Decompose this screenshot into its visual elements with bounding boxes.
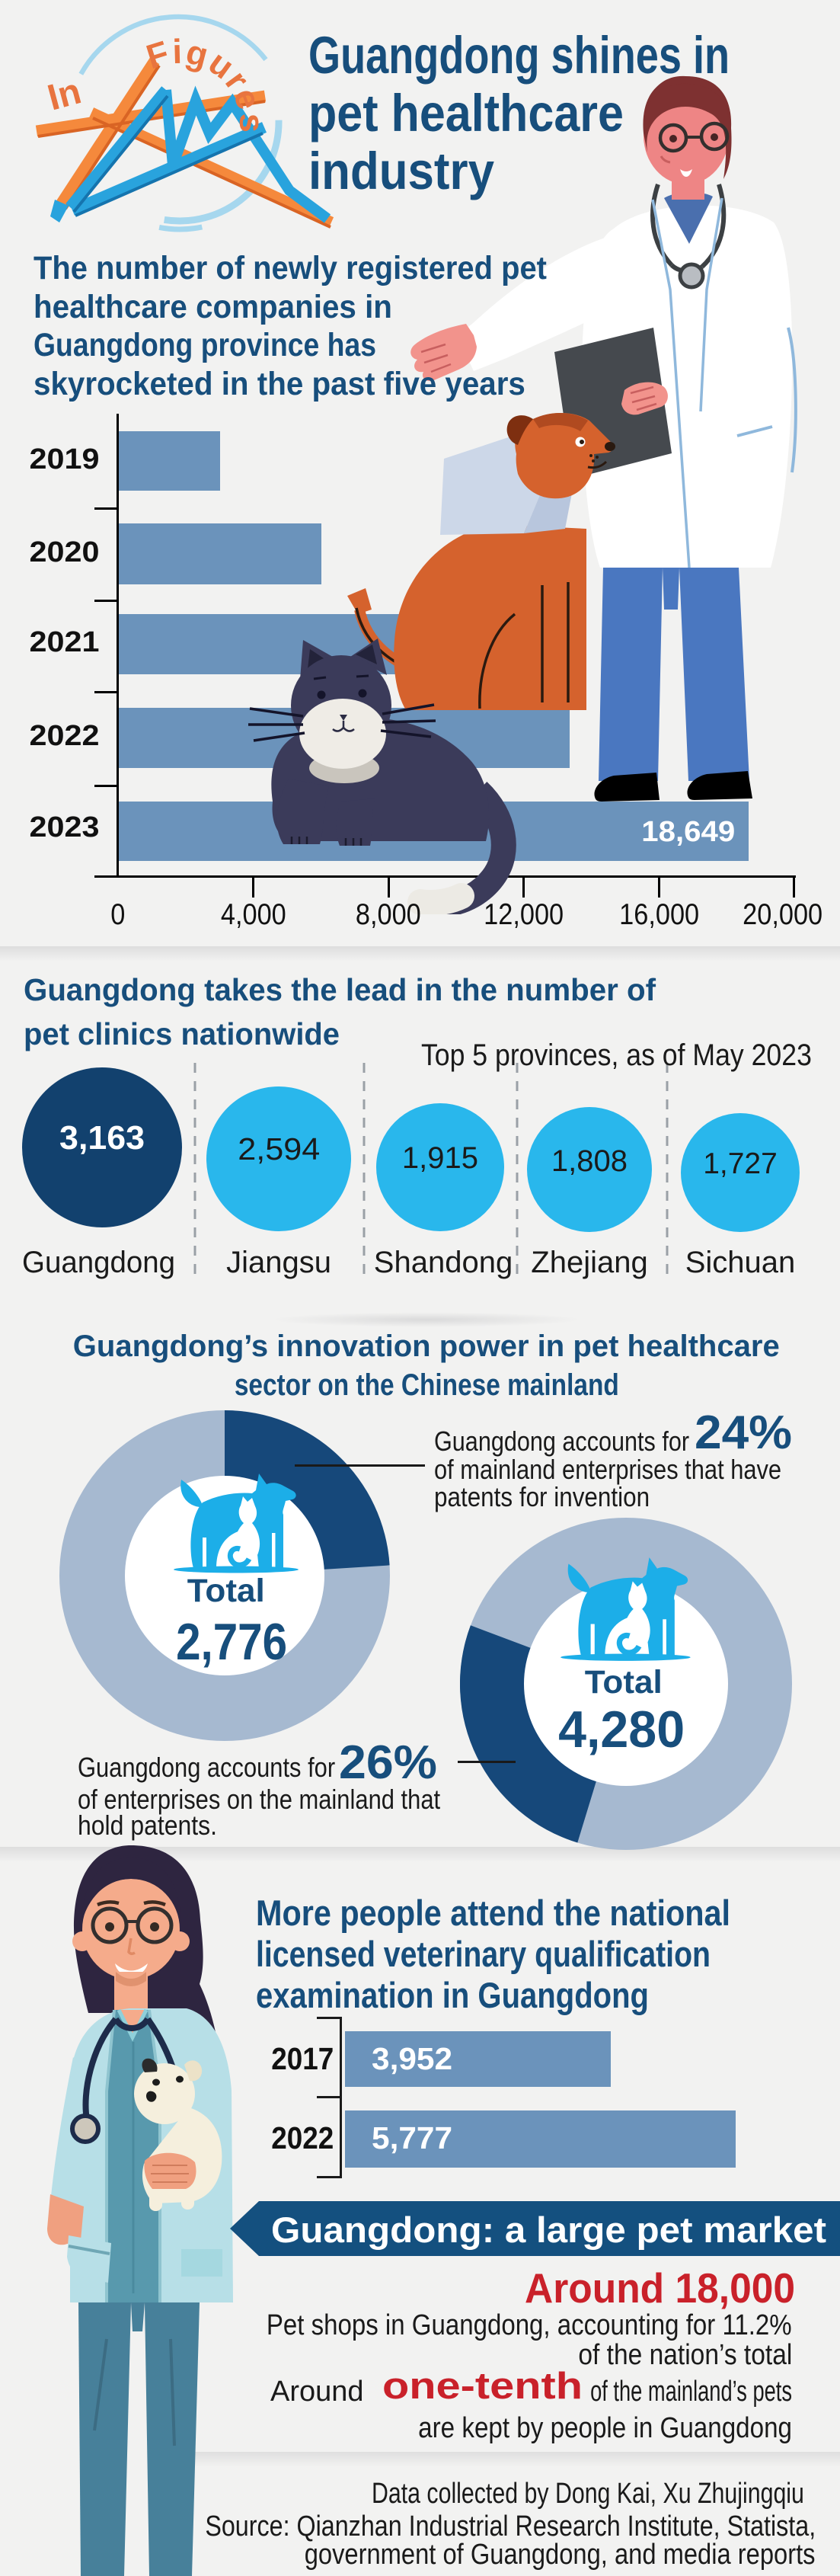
svg-text:In: In bbox=[43, 71, 85, 118]
